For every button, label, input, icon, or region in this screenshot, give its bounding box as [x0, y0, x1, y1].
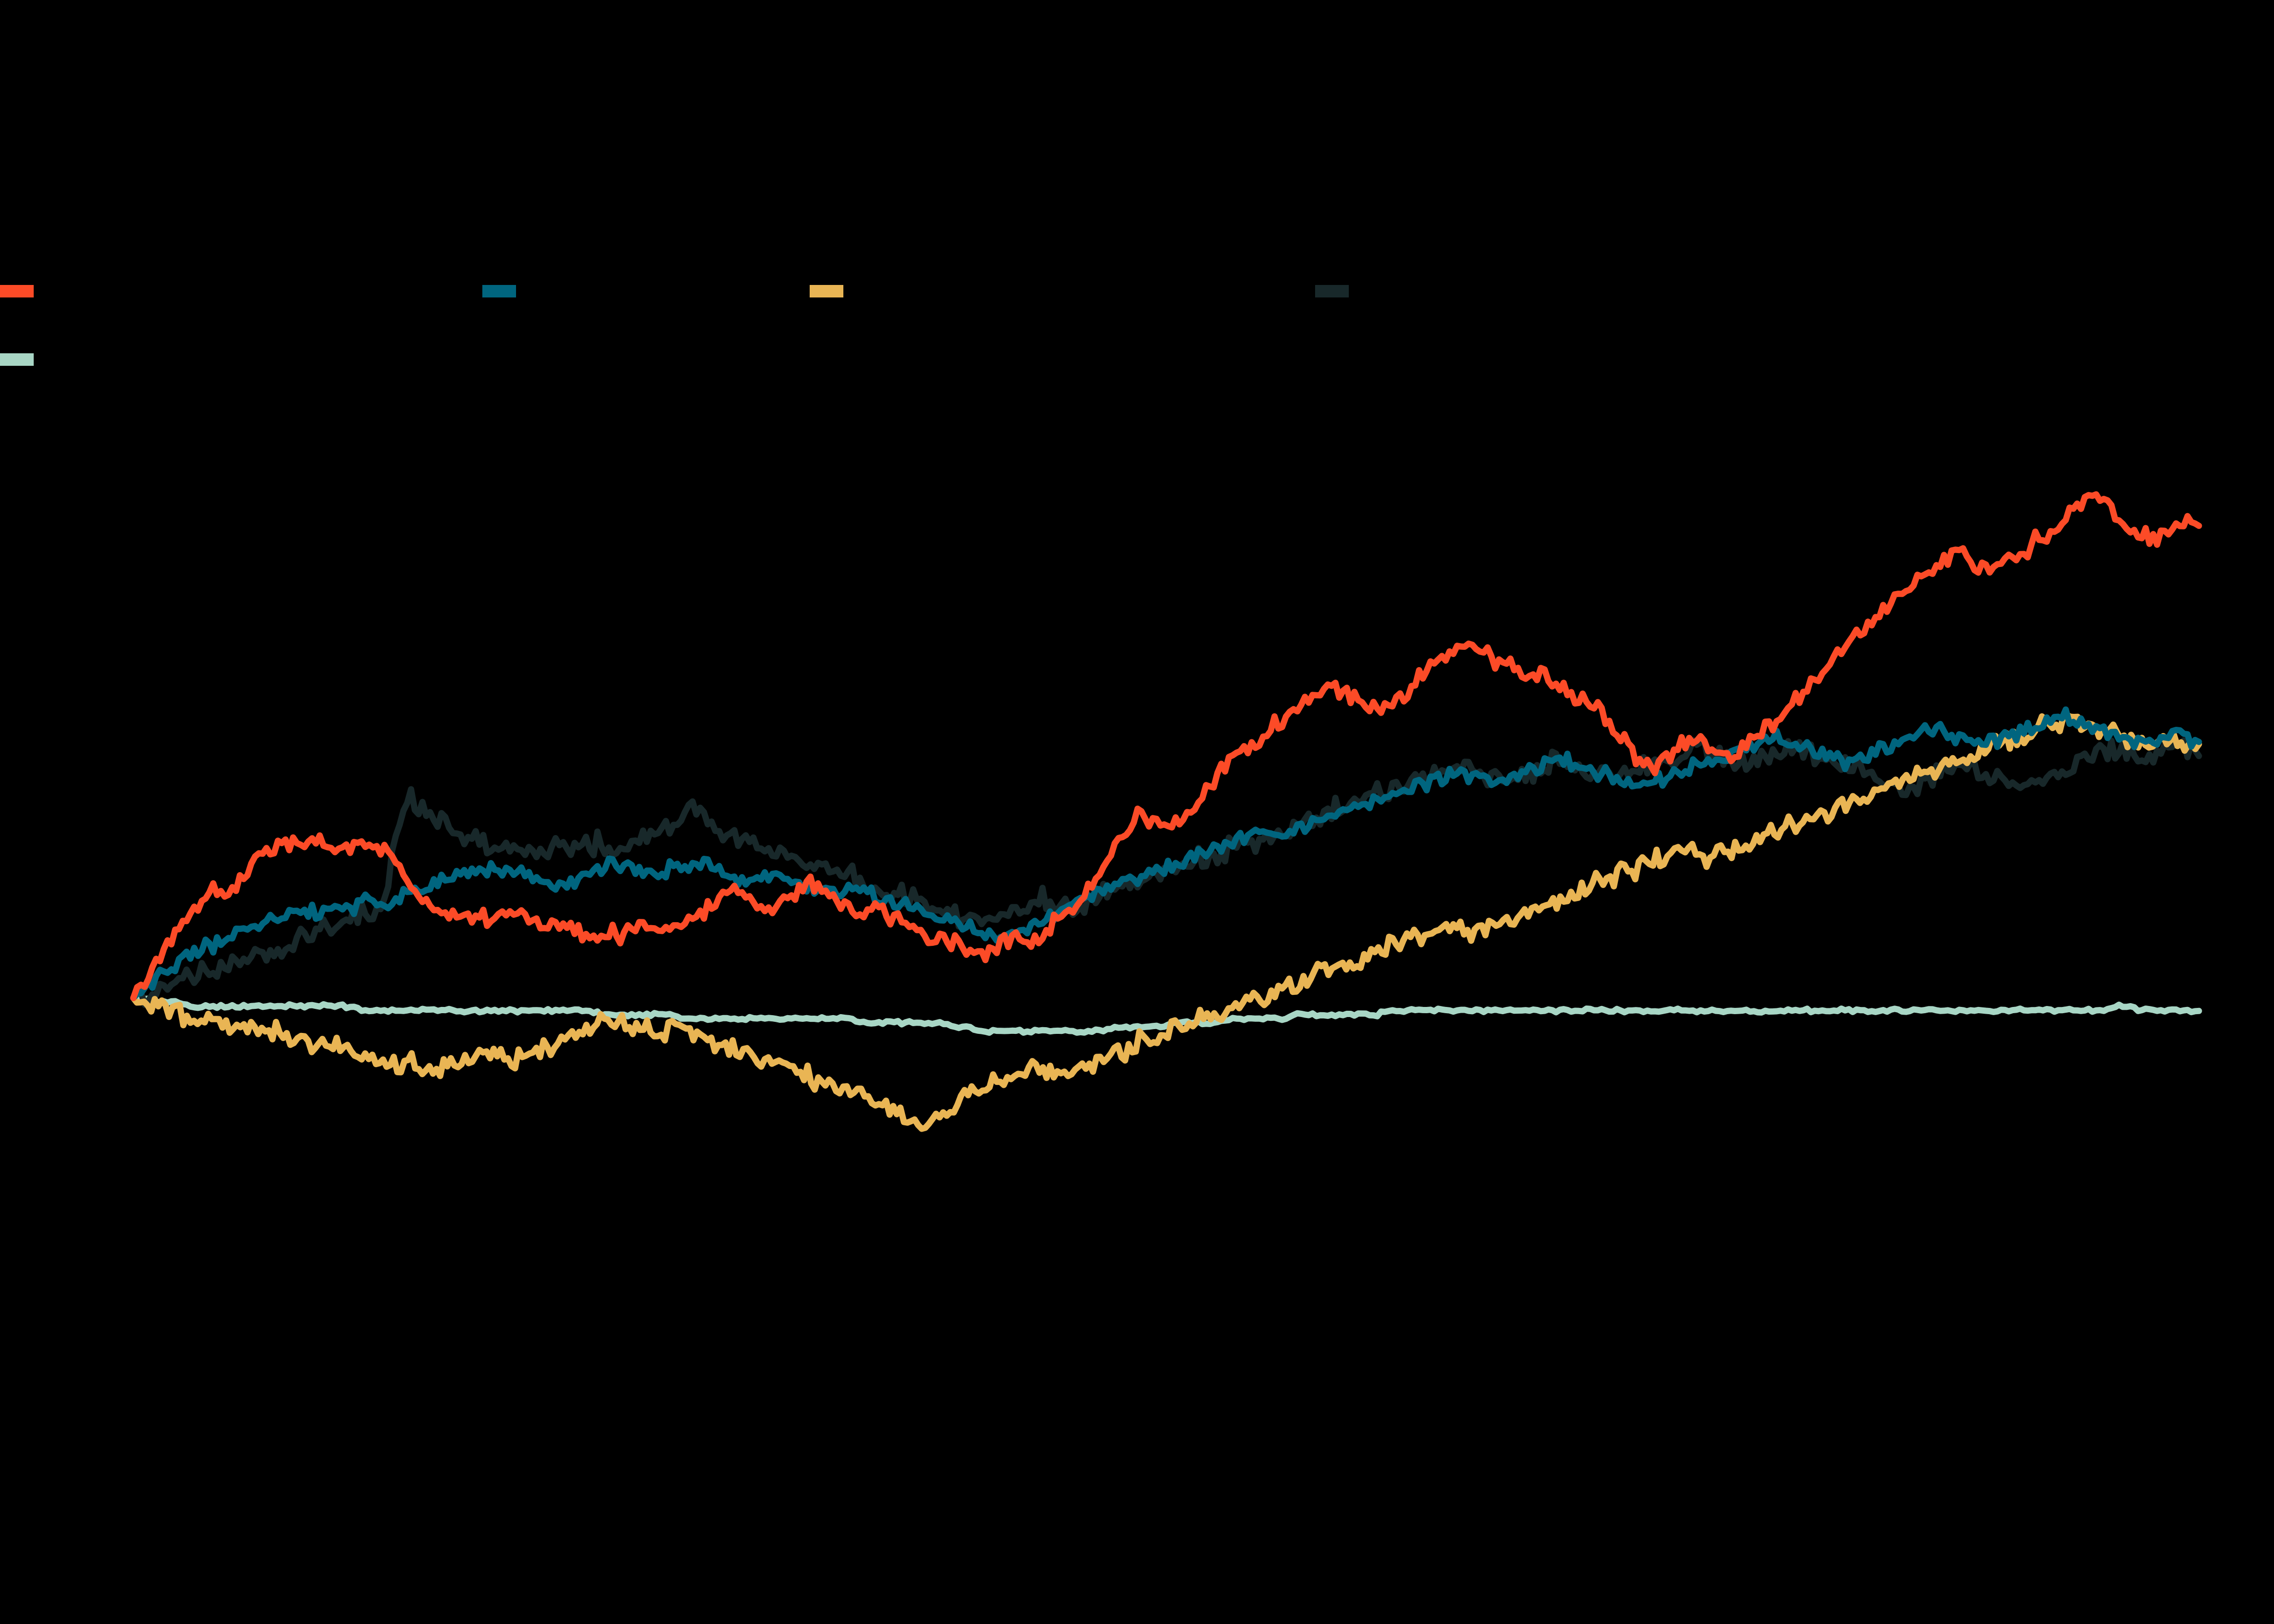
legend-item-label: Utilities	[44, 344, 134, 375]
plot-area: 60 80 100 120 140 160 180 200 220 2019 2020 2021 202…	[0, 366, 2274, 1511]
legend-item-financials[interactable]: Financials	[482, 276, 652, 307]
legend-item-materials[interactable]: Materials	[810, 276, 967, 307]
legend-swatch-icon	[810, 285, 843, 297]
extra-note: Weekly observations	[29, 1575, 259, 1603]
legend-swatch-icon	[482, 285, 516, 297]
chart-legend: Energy Financials Materials Industrials Util…	[0, 270, 2274, 375]
chart-title: Relative performance	[29, 18, 479, 67]
line-chart-svg	[130, 491, 2202, 1132]
legend-item-energy[interactable]: Energy	[0, 276, 133, 307]
source-note: Source: market data	[29, 1544, 255, 1572]
title-block: Relative performance Indexed, start of p…	[29, 19, 1666, 110]
legend-item-label: Materials	[854, 275, 968, 307]
legend-item-utilities[interactable]: Utilities	[0, 344, 134, 375]
legend-item-label: Energy	[44, 275, 133, 307]
series-line-materials	[130, 712, 2202, 1132]
legend-item-label: Financials	[527, 275, 653, 307]
legend-swatch-icon	[1315, 285, 1349, 297]
legend-swatch-icon	[0, 285, 34, 297]
series-line-utilities	[130, 994, 2202, 1036]
series-line-financials	[130, 706, 2202, 1001]
legend-swatch-icon	[0, 353, 34, 366]
legend-item-label: Industrials	[1359, 275, 1487, 307]
chart-subtitle: Indexed, start of period = 100	[29, 74, 443, 110]
chart-footer: Source: market data Weekly observations	[29, 1542, 1954, 1605]
legend-item-industrials[interactable]: Industrials	[1315, 276, 1486, 307]
series-line-energy	[130, 491, 2202, 1001]
